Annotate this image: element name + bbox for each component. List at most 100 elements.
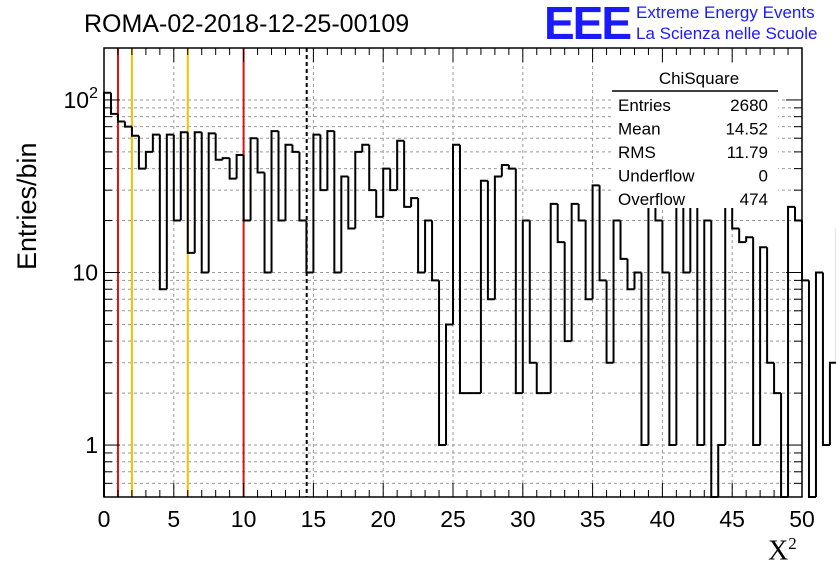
histogram-bin <box>563 242 572 343</box>
x-tick-label: 50 <box>789 506 815 532</box>
histogram-bin <box>172 134 181 222</box>
histogram-bin <box>144 150 153 169</box>
histogram-bin <box>130 126 139 137</box>
histogram-bin <box>312 133 321 273</box>
histogram-bin <box>458 144 467 395</box>
histogram-bin <box>619 220 628 260</box>
histogram-bin <box>738 228 747 244</box>
histogram-bin <box>661 220 670 274</box>
eee-logo: EEE <box>544 0 632 49</box>
histogram-bin <box>333 131 342 274</box>
histogram-bin <box>368 144 377 192</box>
histogram-bin <box>724 189 733 446</box>
stats-box-bg <box>612 66 778 208</box>
histogram-bin <box>354 150 363 229</box>
x-axis-label-sup: 2 <box>788 534 797 553</box>
logo-caption-line1: Extreme Energy Events <box>636 3 815 22</box>
histogram-bin <box>347 176 356 230</box>
y-tick-label: 1 <box>85 432 98 458</box>
chart-title: ROMA-02-2018-12-25-00109 <box>84 10 410 38</box>
histogram-bin <box>207 132 216 273</box>
histogram-bin <box>375 190 384 218</box>
histogram-bin <box>640 272 649 447</box>
histogram-bin <box>821 272 830 447</box>
histogram-bin <box>507 164 516 170</box>
histogram-bin <box>633 271 642 290</box>
histogram-bin <box>759 246 768 446</box>
histogram-bin <box>521 219 530 394</box>
y-tick-label: 102 <box>64 85 99 113</box>
histogram-bin <box>382 167 391 217</box>
histogram-bin <box>396 139 405 191</box>
histogram-bin <box>158 134 167 291</box>
x-tick-label: 30 <box>510 506 536 532</box>
x-axis-label: X2 <box>768 534 797 567</box>
histogram-bin <box>577 203 586 222</box>
stats-row-label: RMS <box>618 143 656 162</box>
logo-caption-line2: La Scienza nelle Scuole <box>636 24 818 43</box>
histogram-bin <box>340 175 349 273</box>
histogram-bin <box>389 168 398 192</box>
histogram-bin <box>403 140 412 208</box>
histogram-bin <box>193 131 202 253</box>
histogram-bin <box>165 133 174 290</box>
histogram-bin <box>431 220 440 282</box>
stats-title: ChiSquare <box>659 69 739 88</box>
histogram-bin <box>186 132 195 254</box>
histogram-bin <box>103 91 111 497</box>
histogram-bin <box>752 237 761 447</box>
histogram-bin <box>682 195 691 274</box>
histogram-bin <box>696 185 705 447</box>
histogram-bin <box>828 361 836 446</box>
x-axis-label-main: X <box>768 535 789 567</box>
histogram-bin <box>214 133 223 161</box>
histogram-bin <box>277 131 286 222</box>
x-tick-label: 35 <box>580 506 606 532</box>
histogram-bin <box>766 247 775 364</box>
stats-row-label: Entries <box>618 96 671 115</box>
histogram-bin <box>584 220 593 301</box>
stats-row-value: 474 <box>740 190 768 209</box>
x-tick-label: 20 <box>370 506 396 532</box>
y-tick-label: 10 <box>72 260 98 286</box>
x-tick-label: 10 <box>231 506 257 532</box>
histogram-bin <box>703 219 712 446</box>
histogram-bin <box>270 130 279 273</box>
histogram-bin <box>256 138 265 174</box>
histogram-bin <box>535 362 544 395</box>
histogram-bin <box>486 180 495 301</box>
histogram-bin <box>570 202 579 342</box>
histogram-bin <box>807 280 816 498</box>
histogram-bin <box>200 132 209 274</box>
histogram-bin <box>424 219 433 273</box>
stats-row-label: Overflow <box>618 190 686 209</box>
histogram-bin <box>745 236 754 243</box>
histogram-bin <box>598 185 607 282</box>
histogram-bin <box>710 220 719 498</box>
histogram-bin <box>179 131 188 221</box>
histogram-bin <box>514 168 523 395</box>
histogram-bin <box>361 143 370 152</box>
histogram-bin <box>605 280 614 364</box>
stats-row-label: Underflow <box>618 167 695 186</box>
histogram-bin <box>263 172 272 274</box>
histogram-bin <box>228 158 237 180</box>
stats-row-value: 11.79 <box>727 143 768 162</box>
stats-row-value: 14.52 <box>725 120 768 139</box>
x-tick-label: 40 <box>650 506 676 532</box>
y-tick-label-sup: 2 <box>89 85 98 102</box>
histogram-bin <box>109 92 118 115</box>
histogram-bin <box>479 179 488 394</box>
histogram-bin <box>612 219 621 363</box>
histogram-bin <box>235 153 244 179</box>
stats-row-value: 2680 <box>730 96 768 115</box>
histogram-bin <box>794 206 802 222</box>
histogram-bin <box>410 197 419 207</box>
histogram-bin <box>151 133 160 152</box>
histogram-bin <box>116 113 125 123</box>
histogram-layer <box>103 91 836 498</box>
histogram-bin <box>668 272 677 447</box>
histogram-bin <box>591 184 600 300</box>
